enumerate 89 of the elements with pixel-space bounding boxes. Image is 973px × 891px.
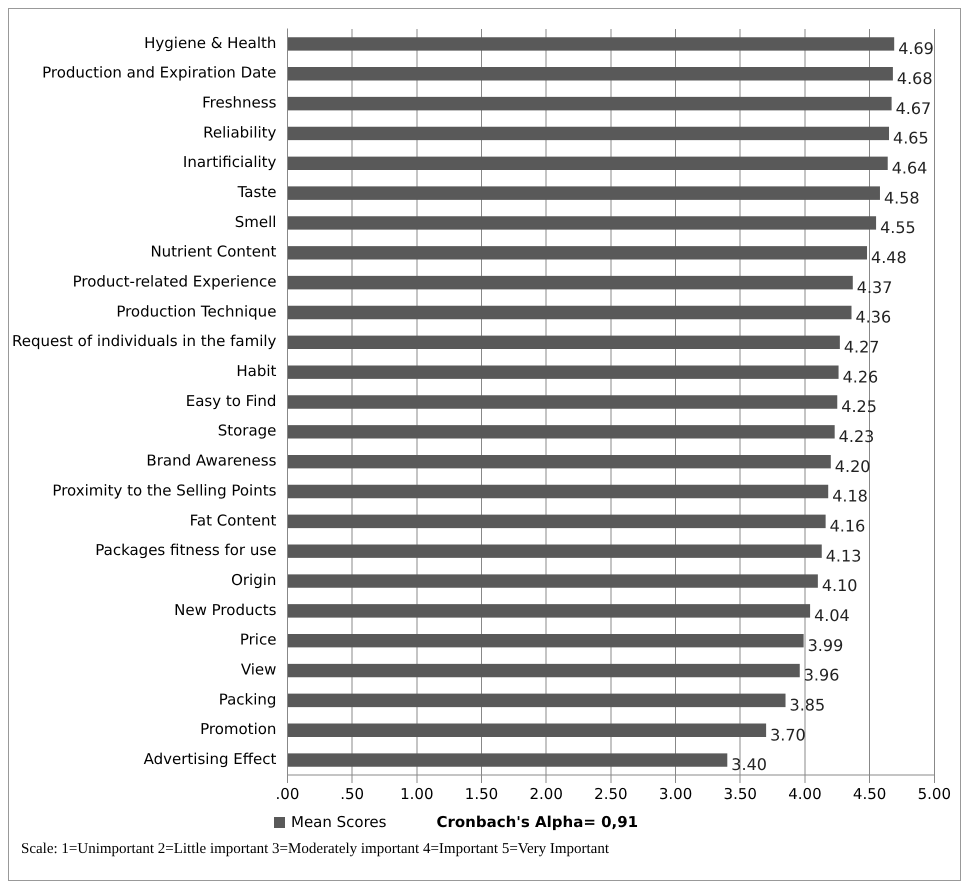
y-tick-label: Reliability xyxy=(203,123,277,142)
y-tick-label: Proximity to the Selling Points xyxy=(52,481,277,500)
bar xyxy=(288,96,892,110)
y-tick-label: Easy to Find xyxy=(186,392,276,410)
y-tick-label: Smell xyxy=(234,212,276,231)
bar xyxy=(288,37,894,51)
bar xyxy=(288,67,893,80)
y-tick-label: Advertising Effect xyxy=(144,750,277,768)
bar xyxy=(288,126,890,140)
y-tick-label: Habit xyxy=(236,362,277,380)
x-tick-label: 1.50 xyxy=(464,784,498,803)
data-label: 4.13 xyxy=(826,546,862,566)
bar xyxy=(288,365,839,379)
data-label: 4.26 xyxy=(842,367,878,386)
y-tick-label: Packing xyxy=(218,690,276,708)
x-tick-label: 4.00 xyxy=(788,784,822,803)
bar xyxy=(288,544,822,558)
y-tick-label: Fat Content xyxy=(190,511,277,530)
data-label: 4.20 xyxy=(834,456,870,476)
data-label: 4.67 xyxy=(896,98,932,118)
bar xyxy=(288,753,728,767)
y-tick-label: Production and Expiration Date xyxy=(42,64,276,82)
text: Cronbach's Alpha= 0,91 xyxy=(436,813,638,831)
bar xyxy=(288,425,835,439)
x-tick-label: 2.50 xyxy=(594,784,628,803)
data-label: 4.68 xyxy=(896,68,933,88)
y-tick-label: Freshness xyxy=(202,93,277,112)
bar xyxy=(288,514,826,528)
y-tick-label: Packages fitness for use xyxy=(95,541,276,560)
y-tick-label: Price xyxy=(240,630,276,649)
bar xyxy=(288,276,853,290)
y-tick-label: Request of individuals in the family xyxy=(12,332,277,350)
y-tick-label: New Products xyxy=(174,600,277,619)
y-tick-label: Taste xyxy=(236,183,276,202)
data-label: 4.36 xyxy=(856,308,892,327)
data-label: 4.04 xyxy=(814,606,850,626)
y-tick-label: Production Technique xyxy=(116,302,276,320)
data-label: 4.55 xyxy=(880,218,916,238)
data-label: 4.16 xyxy=(830,516,866,536)
y-tick-label: Nutrient Content xyxy=(150,242,277,261)
bar xyxy=(288,306,852,320)
data-label: 4.27 xyxy=(844,337,880,356)
x-tick-label: .00 xyxy=(275,784,300,803)
data-label: 4.69 xyxy=(898,39,934,58)
bar xyxy=(288,156,888,170)
bar xyxy=(288,724,766,737)
x-tick-label: .50 xyxy=(340,784,364,803)
data-label: 3.85 xyxy=(790,696,826,715)
y-tick-label: Hygiene & Health xyxy=(144,34,276,52)
text: Scale: 1=Unimportant 2=Little important 3=Moderately important 4=Important 5=Very Important xyxy=(21,841,610,858)
bar xyxy=(288,395,838,409)
data-label: 4.58 xyxy=(884,188,920,208)
bar xyxy=(288,186,880,200)
x-tick-label: 2.00 xyxy=(529,784,563,803)
bar xyxy=(288,634,804,648)
y-tick-label: Inartificiality xyxy=(182,153,277,172)
data-label: 4.25 xyxy=(841,397,877,416)
y-tick-label: Origin xyxy=(231,570,276,589)
data-label: 3.70 xyxy=(770,725,806,744)
y-tick-label: View xyxy=(240,660,276,678)
bar xyxy=(288,216,876,230)
data-label: 3.99 xyxy=(808,636,844,655)
bar xyxy=(288,574,818,588)
x-tick-label: 4.50 xyxy=(852,784,886,803)
data-label: 4.10 xyxy=(822,576,858,596)
x-tick-label: 3.50 xyxy=(724,784,757,803)
bar xyxy=(288,604,810,618)
y-tick-label: Brand Awareness xyxy=(146,452,277,470)
x-tick-label: 1.00 xyxy=(400,784,434,803)
data-label: 4.65 xyxy=(893,128,929,148)
bar xyxy=(288,336,840,350)
y-tick-label: Storage xyxy=(218,422,276,440)
y-tick-label: Product-related Experience xyxy=(72,272,276,291)
bar xyxy=(288,694,786,708)
y-tick-label: Promotion xyxy=(200,720,276,738)
bar xyxy=(288,664,800,678)
bar xyxy=(288,454,831,468)
bar xyxy=(288,484,828,498)
x-tick-label: 3.00 xyxy=(658,784,692,803)
data-label: 4.18 xyxy=(832,486,868,506)
data-label: 4.48 xyxy=(871,248,907,267)
bar xyxy=(288,246,868,260)
data-label: 4.23 xyxy=(838,426,874,446)
data-label: 4.64 xyxy=(892,158,928,178)
x-tick-label: 5.00 xyxy=(918,784,952,803)
data-label: 4.37 xyxy=(856,278,892,297)
data-label: 3.96 xyxy=(804,666,840,685)
data-label: 3.40 xyxy=(731,755,767,774)
legend-label: Mean Scores xyxy=(291,813,386,831)
